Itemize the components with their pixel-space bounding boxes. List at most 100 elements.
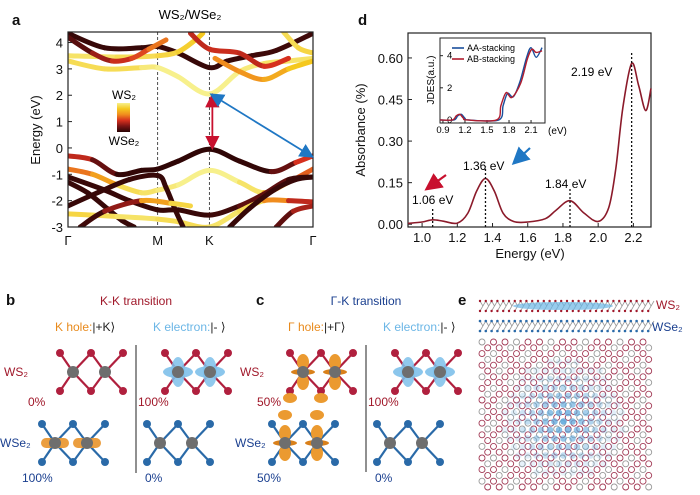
panel-e-label: e bbox=[458, 292, 466, 309]
inset-ylabel: JDES(a.u.) bbox=[426, 56, 437, 105]
lattice-ring bbox=[478, 361, 486, 369]
band-13-segment bbox=[286, 58, 313, 72]
lattice-ring bbox=[582, 477, 589, 485]
hole-orbital bbox=[297, 374, 309, 390]
lattice-ring bbox=[645, 483, 653, 491]
lattice-ring bbox=[576, 355, 584, 363]
electron-density-top bbox=[591, 375, 599, 383]
electron-density-top bbox=[605, 435, 612, 442]
electron-density-top bbox=[605, 401, 612, 408]
lattice-ring bbox=[507, 471, 515, 479]
lattice-ring bbox=[518, 483, 526, 491]
se-atom bbox=[588, 329, 592, 333]
lattice-ring bbox=[559, 477, 566, 485]
wse2-side-bond bbox=[531, 320, 539, 332]
electron-density-top bbox=[560, 401, 567, 408]
se-atom bbox=[490, 319, 493, 323]
lattice-ring bbox=[541, 379, 549, 387]
lattice-ring bbox=[570, 466, 578, 474]
lattice-ring bbox=[553, 483, 561, 491]
electron-density-top bbox=[609, 443, 617, 451]
lattice-ring bbox=[587, 344, 595, 352]
s-atom bbox=[635, 309, 638, 313]
s-atom bbox=[623, 299, 627, 303]
lattice-ring bbox=[513, 350, 520, 358]
hole-orbital bbox=[310, 410, 324, 420]
lattice-ring bbox=[593, 384, 601, 392]
lattice-ring bbox=[599, 425, 607, 433]
lattice-ring bbox=[622, 402, 630, 410]
wse2-side-bond bbox=[624, 320, 632, 332]
panel-a-title: WS₂/WSe₂ bbox=[159, 7, 222, 22]
electron-density-top bbox=[551, 469, 558, 476]
electron-density-top bbox=[564, 443, 572, 451]
lattice-ring bbox=[628, 338, 635, 346]
electron-density-top bbox=[546, 375, 554, 383]
lattice-ring bbox=[645, 437, 653, 445]
lattice-ring bbox=[484, 355, 492, 363]
lattice-ring bbox=[645, 390, 653, 398]
lattice-ring bbox=[610, 437, 618, 445]
lattice-ring bbox=[547, 454, 555, 462]
lattice-ring bbox=[610, 425, 618, 433]
lattice-ring bbox=[587, 402, 595, 410]
lattice-ring bbox=[513, 396, 520, 404]
band-0-segment bbox=[155, 158, 181, 172]
lattice-ring bbox=[599, 367, 607, 375]
electron-density-top bbox=[578, 452, 585, 459]
sulfur-atom bbox=[87, 387, 95, 395]
lattice-ring bbox=[570, 477, 578, 485]
lattice-ring bbox=[541, 483, 549, 491]
lattice-ring bbox=[639, 466, 647, 474]
lattice-ring bbox=[622, 437, 630, 445]
electron-density-top bbox=[510, 426, 518, 434]
electron-density-top bbox=[524, 384, 531, 391]
lattice-ring bbox=[524, 408, 532, 416]
electron-density-top bbox=[510, 409, 518, 417]
s-atom bbox=[531, 299, 534, 303]
lattice-ring bbox=[628, 431, 635, 439]
band-4-segment bbox=[286, 198, 313, 205]
y-tick-label: 0.00 bbox=[378, 217, 403, 232]
selenium-atom bbox=[404, 458, 412, 466]
panel-c: c Γ-K transition Γ hole:|+Γ⟩ K electron:… bbox=[235, 292, 462, 485]
lattice-ring bbox=[513, 373, 520, 381]
hole-orbital bbox=[314, 393, 328, 403]
lattice-ring bbox=[484, 425, 492, 433]
lattice-ring bbox=[628, 384, 635, 392]
tungsten-atom bbox=[311, 437, 323, 449]
lattice-ring bbox=[541, 460, 549, 468]
electron-density-top bbox=[600, 443, 608, 451]
electron-density-top bbox=[582, 426, 590, 434]
lattice-ring bbox=[553, 344, 561, 352]
s-atom bbox=[490, 299, 493, 303]
ws2-label: WS₂ bbox=[4, 365, 28, 379]
inset-y-tick-label: 4 bbox=[447, 51, 452, 62]
lattice-ring bbox=[587, 379, 595, 387]
wse2-side-bond bbox=[647, 320, 655, 332]
electron-density-top bbox=[614, 401, 621, 408]
lattice-ring bbox=[599, 390, 607, 398]
hole-wse2-percent: 100% bbox=[22, 471, 53, 485]
lattice-ring bbox=[576, 483, 584, 491]
electron-ws2-percent: 100% bbox=[138, 395, 169, 409]
lattice-ring bbox=[645, 448, 653, 456]
se-atom bbox=[513, 319, 517, 323]
se-atom bbox=[484, 319, 488, 323]
lattice-ring bbox=[518, 367, 526, 375]
se-atom bbox=[623, 329, 627, 333]
lattice-ring bbox=[495, 448, 503, 456]
lattice-ring bbox=[582, 466, 589, 474]
sulfur-atom bbox=[119, 387, 127, 395]
selenium-atom bbox=[404, 420, 412, 428]
electron-density-top bbox=[542, 401, 549, 408]
lattice-ring bbox=[564, 355, 572, 363]
band-4-segment bbox=[206, 208, 242, 227]
electron-density-top bbox=[587, 435, 594, 442]
s-atom bbox=[548, 309, 551, 313]
y-tick-label: -2 bbox=[51, 194, 63, 209]
panel-a-ylabel: Energy (eV) bbox=[28, 95, 43, 164]
electron-density-top bbox=[573, 375, 581, 383]
lattice-ring bbox=[587, 355, 595, 363]
lattice-ring bbox=[582, 350, 589, 358]
